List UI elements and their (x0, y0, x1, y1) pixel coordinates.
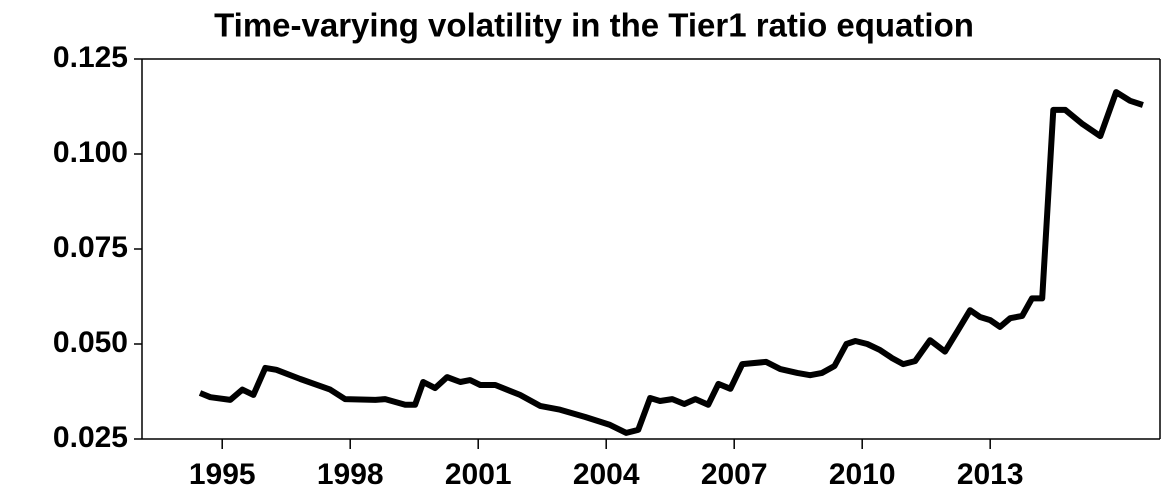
x-tick-label: 1998 (317, 458, 384, 491)
y-tick-label: 0.125 (53, 41, 128, 74)
x-tick-label: 1995 (189, 458, 256, 491)
x-tick-label: 2010 (829, 458, 896, 491)
y-tick-label: 0.100 (53, 136, 128, 169)
x-tick-label: 2007 (701, 458, 768, 491)
y-tick-label: 0.075 (53, 231, 128, 264)
chart-title: Time-varying volatility in the Tier1 rat… (214, 7, 974, 44)
y-tick-label: 0.025 (53, 421, 128, 454)
y-tick-label: 0.050 (53, 326, 128, 359)
line-series (198, 89, 1144, 436)
x-tick-label: 2013 (957, 458, 1024, 491)
x-tick-label: 2001 (445, 458, 512, 491)
x-tick-label: 2004 (573, 458, 640, 491)
